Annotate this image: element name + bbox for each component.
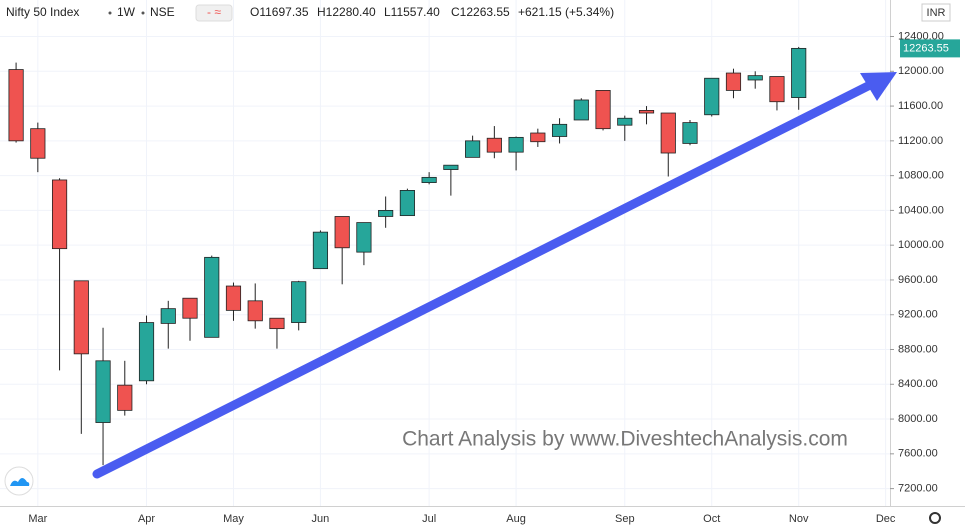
candle-body — [638, 110, 655, 114]
candle-body — [378, 209, 394, 217]
header: Nifty 50 Index 1W NSE - ≈ O11697.35 H122… — [6, 4, 614, 22]
y-tick-label: 8800.00 — [898, 343, 938, 355]
x-tick-label: Jul — [422, 513, 436, 525]
y-tick-label: 8000.00 — [898, 413, 938, 425]
y-tick-label: 11600.00 — [898, 100, 943, 112]
symbol: Nifty 50 Index — [6, 5, 79, 19]
candle-body — [443, 164, 459, 170]
x-tick-label: Aug — [506, 513, 526, 525]
candle-body — [138, 322, 155, 382]
x-tick-label: May — [223, 513, 244, 525]
last-price-label: 12263.55 — [903, 42, 949, 54]
candle-body — [291, 281, 307, 323]
x-tick-label: Oct — [703, 513, 720, 525]
candle-body — [312, 231, 329, 270]
candle-body — [551, 123, 568, 137]
candles — [8, 46, 807, 466]
y-tick-label: 9600.00 — [898, 274, 938, 286]
candle-body — [595, 90, 611, 130]
annotation: Chart Analysis by www.DiveshtechAnalysis… — [402, 428, 848, 451]
candle-body — [95, 360, 111, 423]
candle-body — [225, 285, 242, 311]
x-tick-label: Dec — [876, 513, 896, 525]
close: C12263.55 — [451, 5, 510, 19]
grid — [0, 0, 890, 506]
candle-body — [269, 317, 285, 330]
candle-body — [51, 179, 68, 250]
y-tick-label: 10800.00 — [898, 170, 944, 182]
candle-body — [747, 75, 763, 81]
y-tick-label: 11200.00 — [898, 135, 943, 147]
logo-icon — [10, 478, 30, 486]
candle-body — [204, 256, 220, 338]
y-tick-label: 12000.00 — [898, 65, 944, 77]
candle-body — [247, 300, 263, 322]
candle-body — [160, 308, 176, 324]
y-tick-label: 10400.00 — [898, 204, 944, 216]
y-tick-label: 7200.00 — [898, 483, 938, 495]
candle-body — [334, 216, 350, 249]
candle-body — [660, 112, 676, 154]
y-tick-label: 8400.00 — [898, 378, 938, 390]
candle-body — [73, 280, 89, 355]
settings[interactable] — [929, 512, 941, 524]
exchange: NSE — [150, 5, 175, 19]
candle-body — [769, 76, 785, 103]
interval: 1W — [117, 5, 136, 19]
candle-body — [791, 47, 807, 99]
trend-arrow — [92, 72, 897, 479]
x-tick-label: Sep — [615, 513, 635, 525]
candle-body — [725, 72, 742, 91]
open: O11697.35 — [250, 5, 309, 19]
last-price-box — [900, 39, 960, 58]
currency: INR — [927, 7, 946, 19]
candle-body — [182, 297, 198, 319]
candle-body — [486, 137, 502, 153]
y-tick-label: 9200.00 — [898, 309, 938, 321]
currency-box[interactable] — [921, 3, 951, 22]
candle-body — [8, 69, 24, 142]
candle-body — [530, 132, 546, 143]
gear[interactable] — [929, 512, 941, 524]
y-tick-label: 7600.00 — [898, 448, 938, 460]
candle-body — [573, 99, 589, 121]
toggle-button[interactable] — [195, 4, 233, 22]
candle-body — [617, 117, 633, 126]
candle-body — [117, 384, 133, 411]
separator — [141, 11, 145, 15]
candle-body — [30, 128, 46, 159]
candle-body — [704, 77, 720, 116]
logo — [4, 466, 34, 496]
x-tick-label: Nov — [789, 513, 809, 525]
low: L11557.40 — [384, 5, 440, 19]
candle-body — [399, 190, 415, 217]
x-tick-label: Jun — [312, 513, 330, 525]
x-tick-label: Apr — [138, 513, 155, 525]
separator — [108, 11, 112, 15]
candle-body — [682, 122, 698, 144]
change: +621.15 (+5.34%) — [518, 5, 614, 19]
arrow-head — [860, 72, 897, 101]
toggle-icon: - ≈ — [207, 5, 221, 19]
candle-body — [421, 176, 437, 183]
y-tick-label: 10000.00 — [898, 239, 944, 251]
high: H12280.40 — [317, 5, 376, 19]
candle-body — [356, 222, 372, 253]
arrow-shaft — [92, 79, 877, 479]
x-tick-label: Mar — [28, 513, 47, 525]
candle-body — [508, 136, 524, 153]
candle-body — [465, 140, 481, 158]
